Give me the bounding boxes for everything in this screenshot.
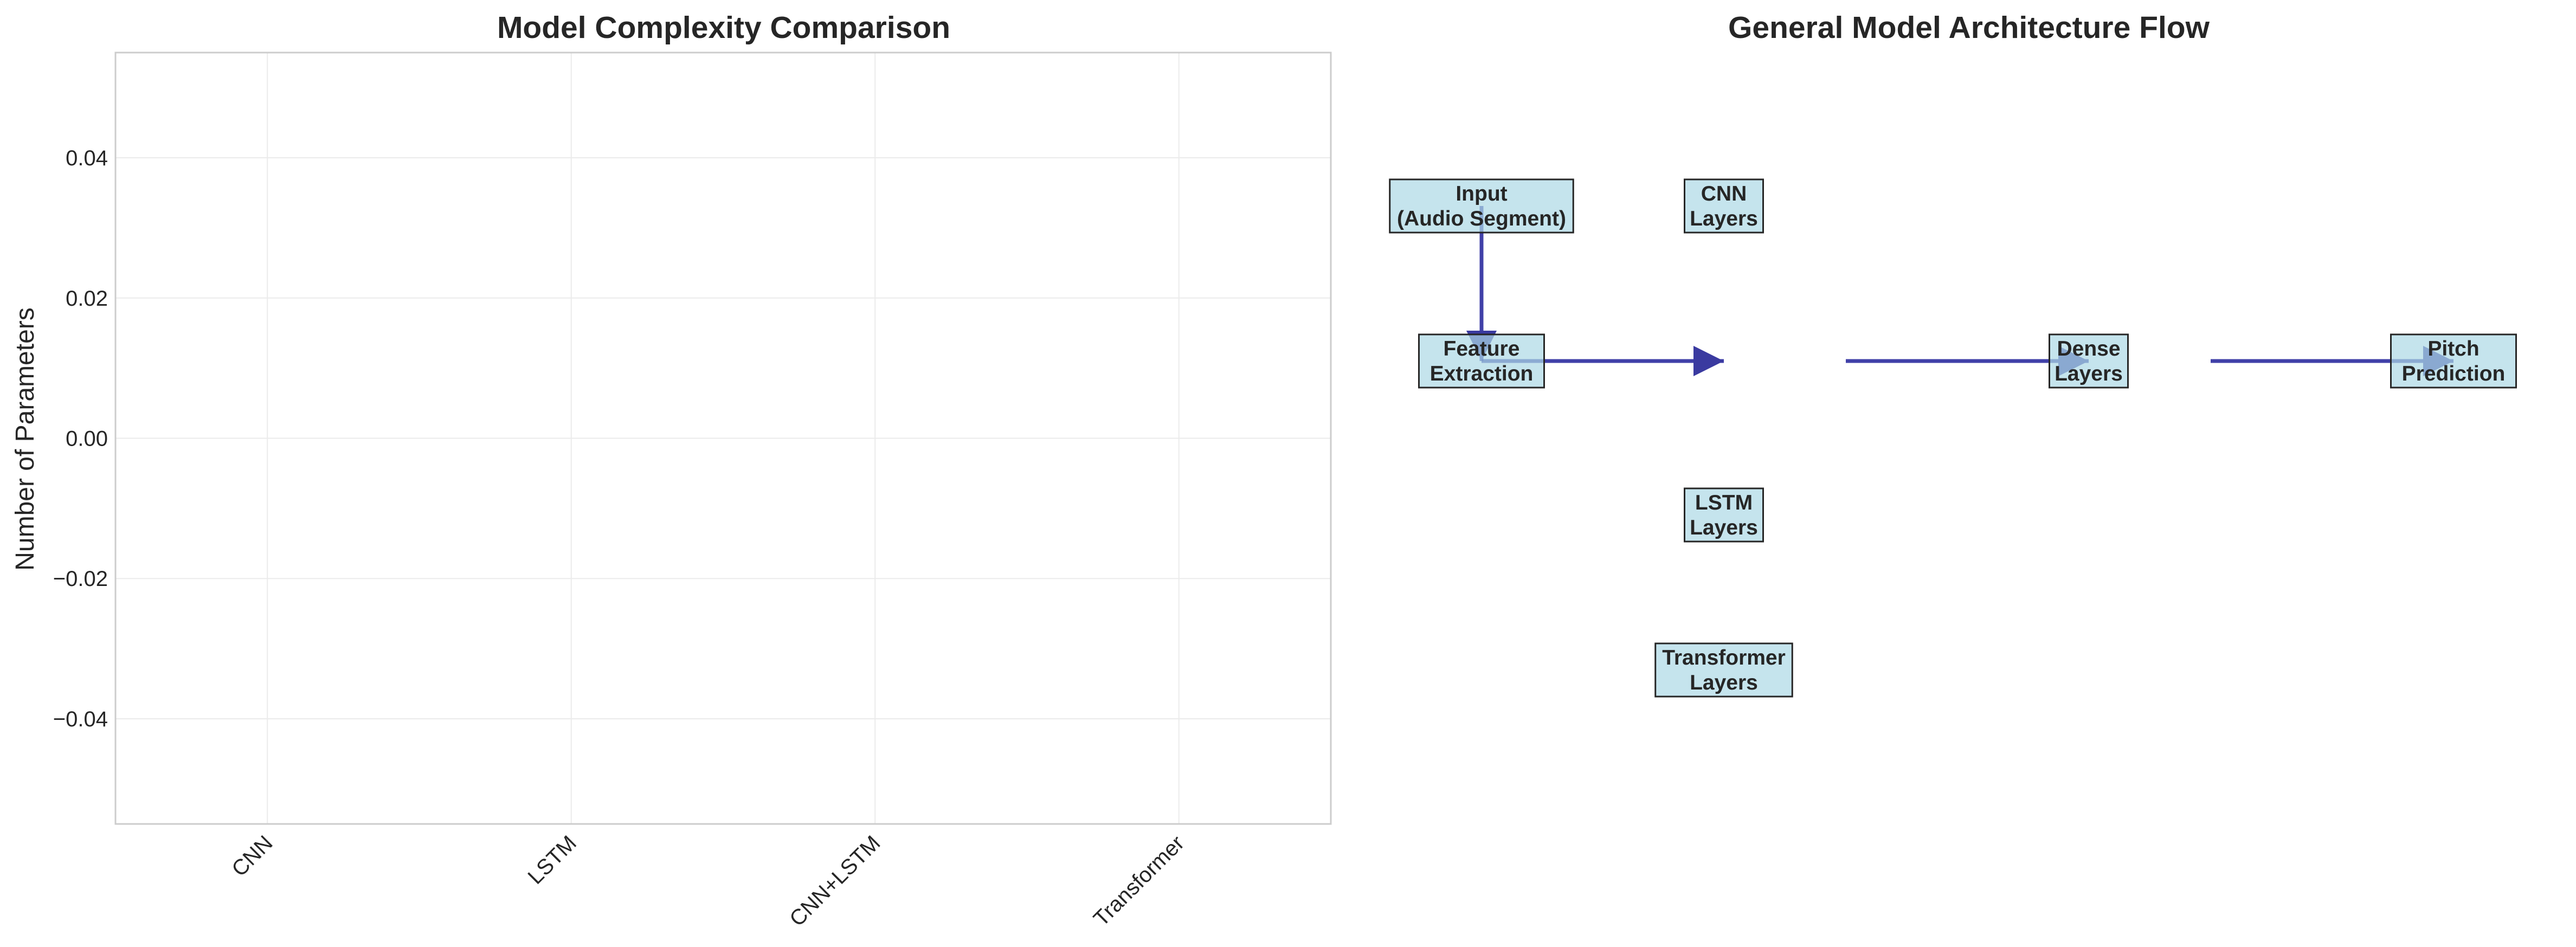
- flow-diagram-title: General Model Architecture Flow: [1728, 10, 2210, 45]
- x-tick-label: Transformer: [1089, 831, 1189, 931]
- node-label: Transformer: [1662, 646, 1786, 669]
- node-label: Layers: [1690, 671, 1758, 694]
- node-label: Layers: [1690, 516, 1758, 539]
- node-label: Feature: [1444, 337, 1520, 360]
- architecture-flow-panel: General Model Architecture Flow Input(Au…: [1389, 10, 2517, 698]
- node-label: (Audio Segment): [1397, 207, 1566, 230]
- node-label: Input: [1456, 182, 1507, 205]
- plot-area-frame: [114, 51, 1332, 825]
- node-label: Layers: [1690, 207, 1758, 230]
- y-tick-label: 0.02: [66, 287, 108, 311]
- x-axis-ticks: CNN LSTM CNN+LSTM Transformer: [227, 831, 1189, 931]
- node-box: [1684, 487, 1764, 543]
- node-box: [1654, 642, 1793, 698]
- y-axis-label: Number of Parameters: [11, 307, 40, 571]
- bar-chart-panel: Model Complexity Comparison −0.04 −0.02 0.…: [11, 10, 1332, 931]
- node-box: [1389, 178, 1574, 234]
- node-input: Input(Audio Segment): [1389, 178, 1574, 234]
- node-box: [2390, 333, 2517, 389]
- node-label: CNN: [1701, 182, 1747, 205]
- x-tick-label: LSTM: [524, 831, 582, 889]
- node-label: Layers: [2055, 362, 2123, 385]
- node-label: Prediction: [2402, 362, 2506, 385]
- y-tick-label: −0.04: [53, 707, 108, 731]
- y-axis-ticks: −0.04 −0.02 0.00 0.02 0.04: [53, 146, 108, 731]
- node-label: LSTM: [1695, 491, 1753, 514]
- x-tick-label: CNN: [227, 831, 277, 881]
- y-tick-label: 0.00: [66, 427, 108, 451]
- node-box: [1684, 178, 1764, 234]
- x-tick-label: CNN+LSTM: [785, 831, 885, 931]
- node-box: [1418, 333, 1545, 389]
- bar-chart-grid: [115, 53, 1331, 824]
- y-tick-label: −0.02: [53, 567, 108, 591]
- node-box: [2049, 333, 2129, 389]
- node-label: Pitch: [2427, 337, 2479, 360]
- node-label: Dense: [2057, 337, 2120, 360]
- flow-arrows: [1466, 206, 2453, 376]
- y-tick-label: 0.04: [66, 146, 108, 170]
- node-label: Extraction: [1430, 362, 1534, 385]
- bar-chart-title: Model Complexity Comparison: [497, 10, 950, 45]
